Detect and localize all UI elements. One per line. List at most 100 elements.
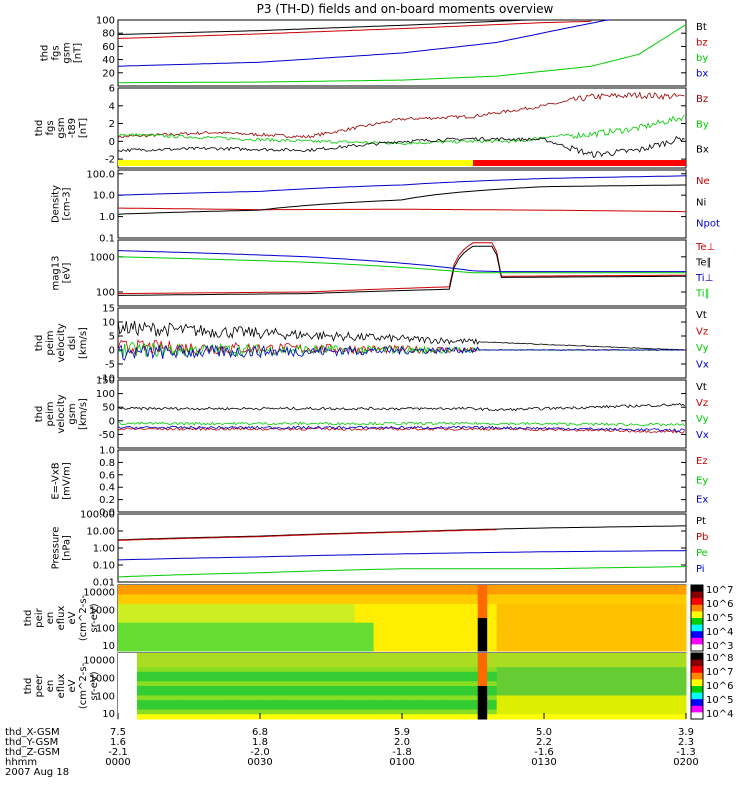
heatmap-cell [619,671,630,678]
ytick-label: 100 [96,287,115,298]
heatmap-cell [127,603,138,610]
heatmap-cell [316,646,327,652]
heatmap-cell [506,667,517,673]
heatmap-cell [241,690,252,696]
heatmap-cell [544,709,554,715]
heatmap-cell [165,613,176,619]
legend-label: Npot [696,219,720,230]
heatmap-cell [506,671,517,678]
heatmap-cell [373,641,384,647]
heatmap-cell [307,681,318,687]
heatmap-cell [676,690,687,696]
heatmap-cell [449,714,460,720]
heatmap-cell [638,618,649,624]
heatmap-cell [629,594,640,600]
heatmap-cell [667,636,678,643]
heatmap-cell [458,585,469,591]
heatmap-cell [420,589,431,595]
heatmap-cell [600,594,611,600]
heatmap-cell [326,608,337,614]
heatmap-cell [449,641,460,647]
heatmap-cell [335,700,346,706]
heatmap-cell [487,695,498,701]
heatmap-cell [174,646,185,652]
heatmap-cell [487,714,498,720]
ylabel-line: (cm^2-s- [78,662,89,709]
heatmap-cell [307,700,318,706]
heatmap-cell [581,662,592,668]
heatmap-cell [203,589,214,595]
heatmap-cell [525,641,536,647]
heatmap-cell [468,599,479,605]
heatmap-cell [260,667,270,673]
heatmap-cell [297,667,308,673]
heatmap-cell [222,608,233,614]
heatmap-cell [373,589,384,595]
heatmap-cell [506,636,517,643]
heatmap-cell [638,627,649,633]
heatmap-cell [250,599,261,605]
heatmap-cell [316,714,327,720]
heatmap-cell [118,627,128,633]
heatmap-cell [420,603,431,610]
heatmap-cell [591,671,602,678]
heatmap-cell [544,589,554,595]
heatmap-cell [477,662,488,668]
heatmap-cell [629,585,640,591]
heatmap-cell [373,632,384,638]
heatmap-cell [118,681,128,687]
heatmap-cell [439,709,450,715]
heatmap-cell [250,704,261,711]
heatmap-cell [250,667,261,673]
heatmap-cell [619,641,630,647]
series-line-Pb [117,529,497,541]
ephemeris-value: -2.1 [108,747,128,758]
heatmap-cell [165,608,176,614]
heatmap-cell [648,585,659,591]
heatmap-cell [439,690,450,696]
ytick-label: 1.00 [93,544,115,555]
heatmap-cell [146,646,157,652]
heatmap-cell [667,646,678,652]
heatmap-cell [364,603,375,610]
heatmap-cell [515,681,526,687]
heatmap-cell [534,700,545,706]
heatmap-cell [392,618,403,624]
heatmap-cell [269,704,280,711]
heatmap-cell [278,641,289,647]
heatmap-cell [581,695,592,701]
heatmap-cell [184,627,195,633]
heatmap-cell [449,709,460,715]
heatmap-cell [458,653,469,659]
heatmap-cell [127,714,138,720]
heatmap-cell [477,613,488,619]
heatmap-cell [231,686,242,692]
heatmap-cell [496,700,507,706]
heatmap-cell [572,636,583,643]
heatmap-cell [193,646,204,652]
legend-label: Ez [696,456,708,467]
heatmap-cell [676,695,687,701]
heatmap-cell [610,641,621,647]
heatmap-cell [619,589,630,595]
heatmap-cell [430,613,441,619]
colorbar-label: 10^7 [706,585,733,596]
heatmap-cell [572,671,583,678]
heatmap-cell [458,709,469,715]
heatmap-cell [241,585,252,591]
heatmap-cell [373,667,384,673]
heatmap-cell [402,594,412,600]
colorbar-segment [691,611,703,619]
heatmap-cell [591,657,602,663]
heatmap-cell [667,618,678,624]
heatmap-cell [118,671,128,678]
heatmap-cell [174,681,185,687]
heatmap-cell [458,603,469,610]
heatmap-cell [657,622,668,628]
heatmap-cell [364,632,375,638]
legend-label: Vx [696,430,709,441]
heatmap-cell [297,622,308,628]
heatmap-cell [278,681,289,687]
heatmap-cell [269,641,280,647]
